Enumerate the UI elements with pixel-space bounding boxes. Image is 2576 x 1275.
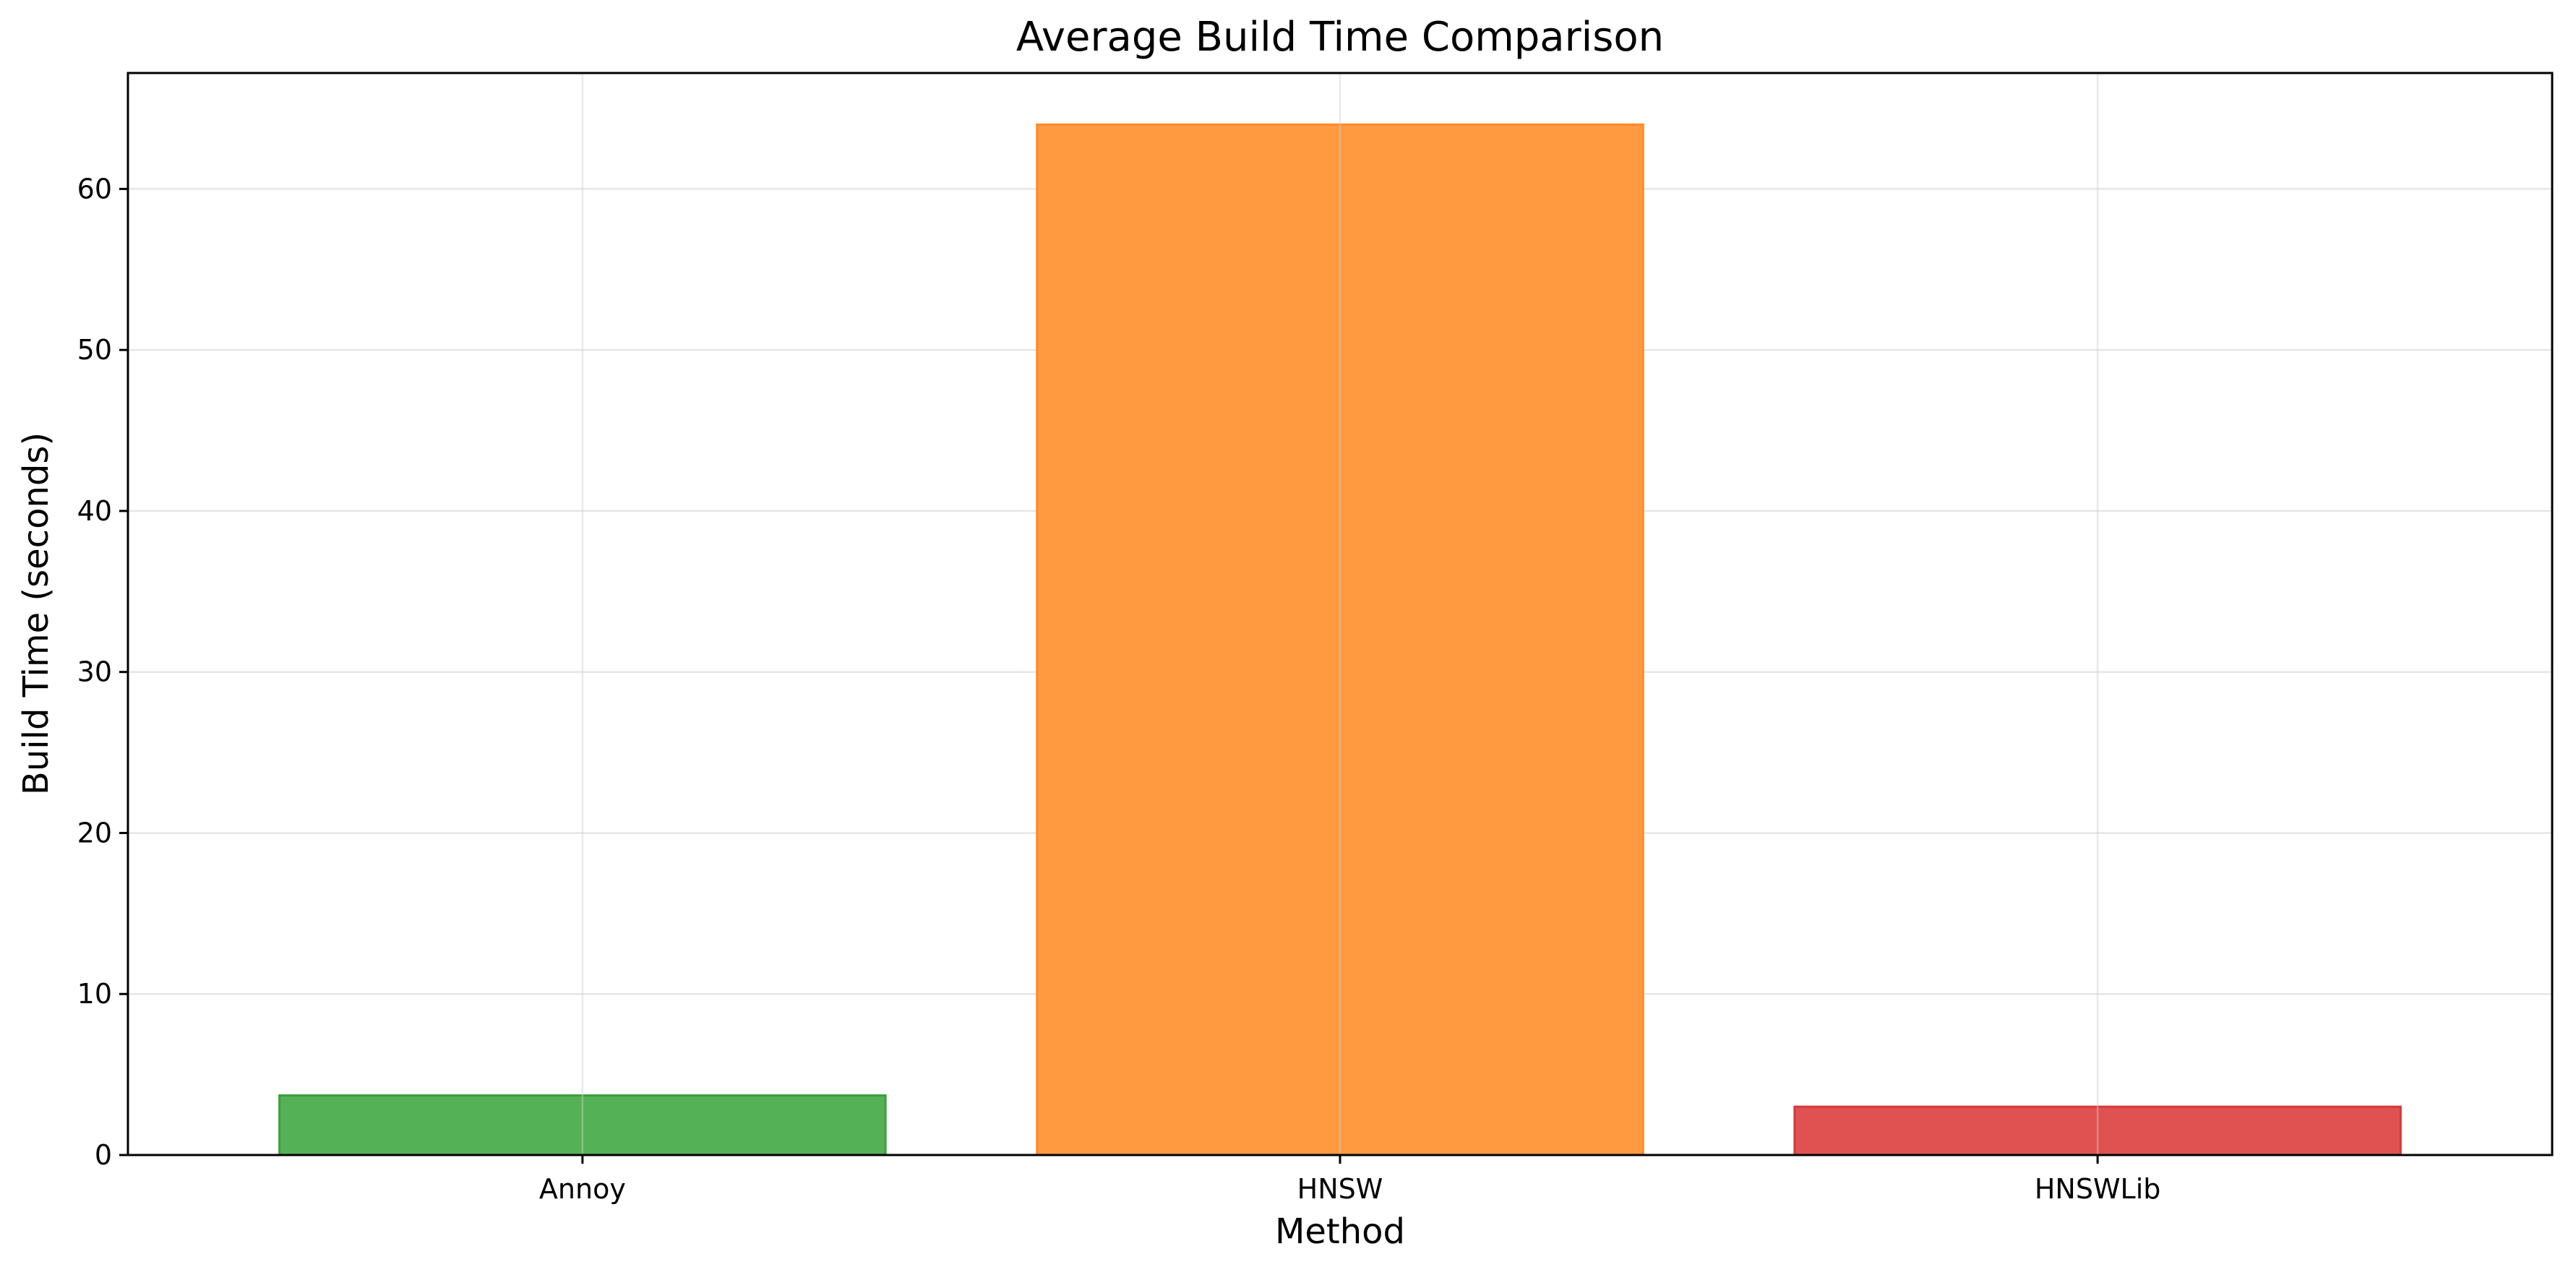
- x-tick-label: HNSWLib: [2035, 1173, 2161, 1205]
- y-tick-label: 20: [77, 817, 112, 849]
- y-tick-label: 10: [77, 978, 112, 1010]
- y-tick-label: 60: [77, 173, 112, 205]
- bars-layer: [278, 123, 2402, 1156]
- x-tick-label: HNSW: [1297, 1173, 1383, 1205]
- bar-hnswlib: [1793, 1105, 2402, 1156]
- x-axis-ticks: Annoy HNSW HNSWLib: [539, 1155, 2160, 1205]
- x-axis-label: Method: [1275, 1211, 1405, 1252]
- x-grid-layer: [581, 73, 2099, 1155]
- y-tick-label: 50: [77, 334, 112, 366]
- y-axis-ticks: 0 10 20 30 40 50 60: [77, 173, 128, 1171]
- y-tick-label: 0: [95, 1139, 112, 1171]
- x-tick-label: Annoy: [539, 1173, 626, 1205]
- chart-title: Average Build Time Comparison: [1016, 14, 1664, 61]
- bar-hnsw: [1036, 123, 1644, 1156]
- y-tick-label: 30: [77, 656, 112, 688]
- y-tick-label: 40: [77, 495, 112, 527]
- y-axis-label: Build Time (seconds): [16, 432, 56, 795]
